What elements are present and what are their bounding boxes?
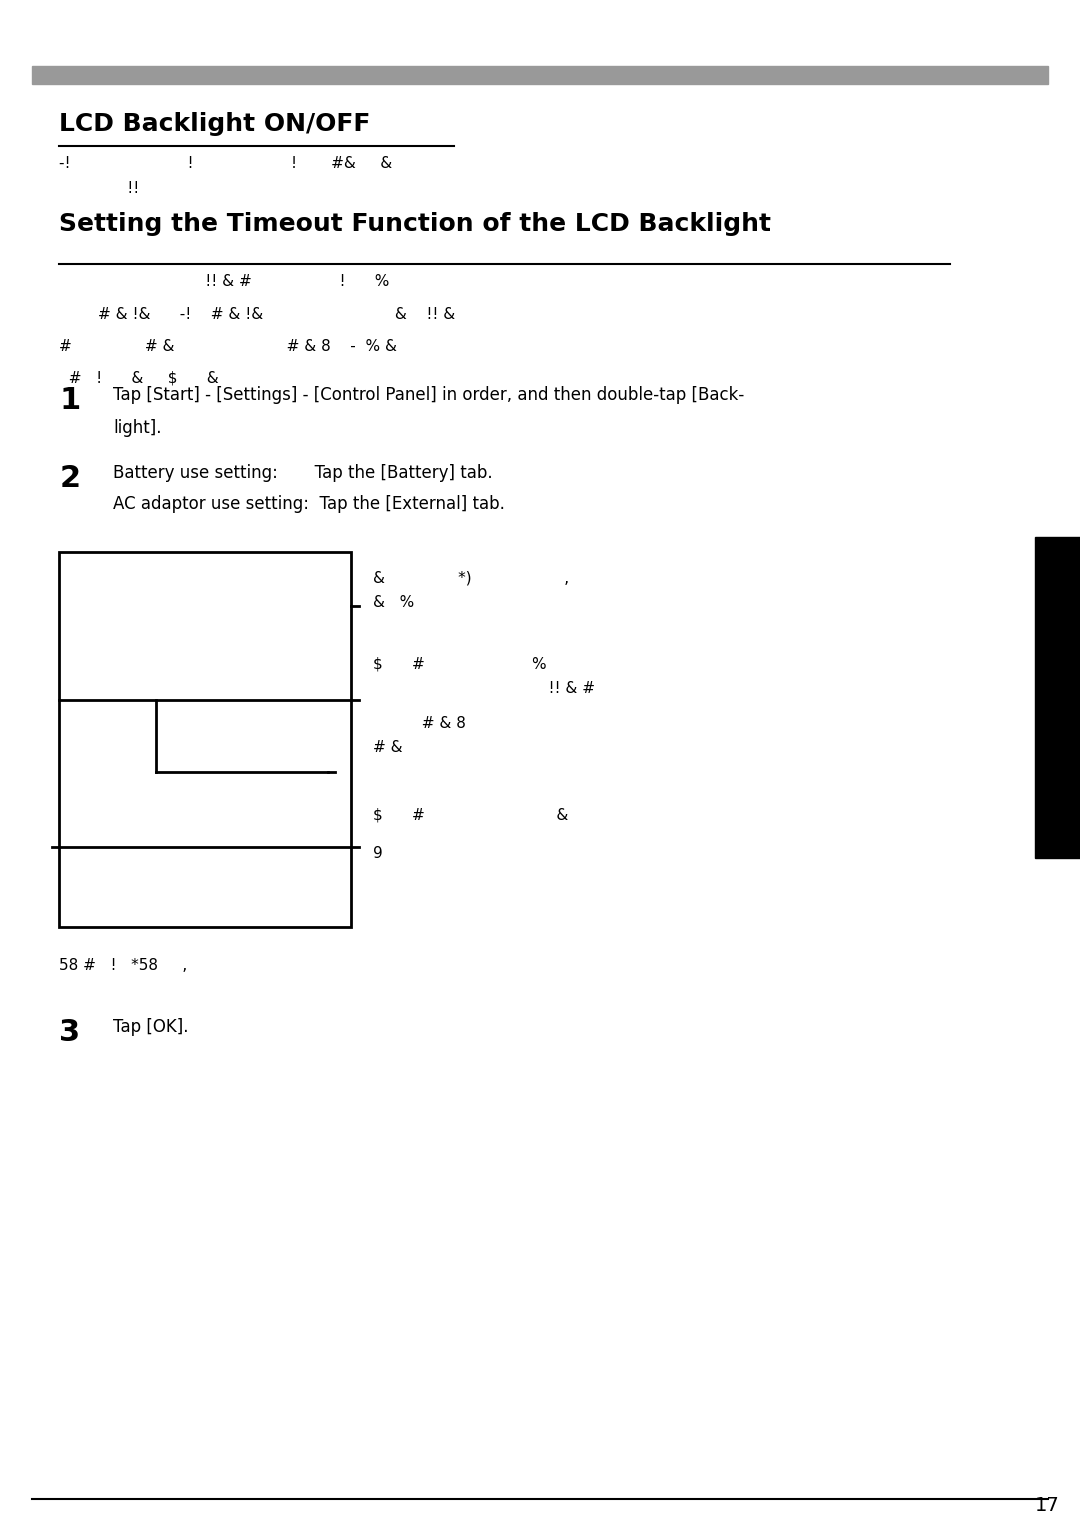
Text: Setting the Timeout Function of the LCD Backlight: Setting the Timeout Function of the LCD … <box>59 212 771 236</box>
Text: &               *)                   ,: & *) , <box>373 570 569 586</box>
Text: LCD Backlight ON/OFF: LCD Backlight ON/OFF <box>59 112 370 136</box>
Text: 58 #   !   *58     ,: 58 # ! *58 , <box>59 958 188 973</box>
Text: #               # &                       # & 8    -  % &: # # & # & 8 - % & <box>59 339 397 354</box>
Text: &   %: & % <box>373 595 414 610</box>
Text: #   !      &     $      &: # ! & $ & <box>59 371 219 386</box>
Text: $      #                      %: $ # % <box>373 656 546 671</box>
Text: # & 8: # & 8 <box>373 716 465 731</box>
Text: Tap [Start] - [Settings] - [Control Panel] in order, and then double-tap [Back-: Tap [Start] - [Settings] - [Control Pane… <box>113 386 744 405</box>
Bar <box>1035 537 1080 858</box>
Text: 17: 17 <box>1036 1496 1059 1515</box>
Text: $      #                           &: $ # & <box>373 808 568 823</box>
Text: 3: 3 <box>59 1018 81 1047</box>
Text: # &: # & <box>373 740 402 756</box>
Text: # & !&      -!    # & !&                           &    !! &: # & !& -! # & !& & !! & <box>59 307 456 322</box>
Text: Tap [OK].: Tap [OK]. <box>113 1018 189 1036</box>
Text: AC adaptor use setting:  Tap the [External] tab.: AC adaptor use setting: Tap the [Externa… <box>113 495 505 514</box>
Text: !!: !! <box>59 181 139 196</box>
Text: 9: 9 <box>373 846 382 862</box>
Text: 1: 1 <box>59 386 81 415</box>
Text: 2: 2 <box>59 464 81 494</box>
Text: -!                        !                    !       #&     &: -! ! ! #& & <box>59 156 393 172</box>
Bar <box>32 66 1048 84</box>
Text: !! & #: !! & # <box>373 681 595 696</box>
Text: Battery use setting:       Tap the [Battery] tab.: Battery use setting: Tap the [Battery] t… <box>113 464 494 483</box>
Bar <box>59 552 351 927</box>
Text: light].: light]. <box>113 419 162 437</box>
Text: !! & #                  !      %: !! & # ! % <box>59 274 390 290</box>
